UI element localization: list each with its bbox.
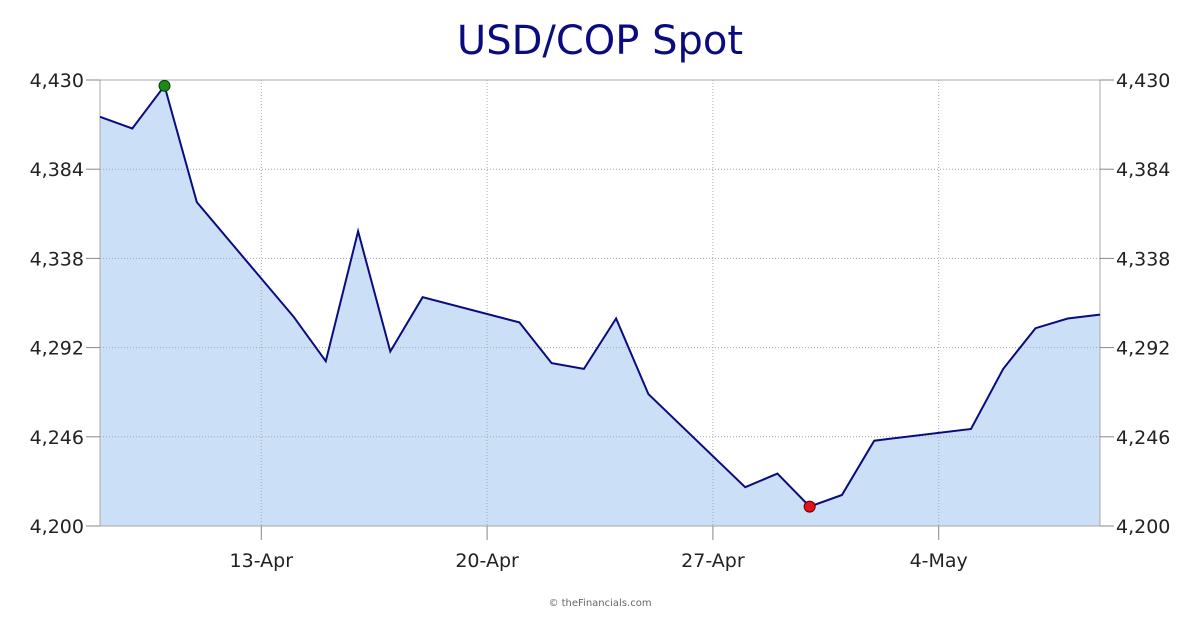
y-tick-label-left: 4,384 — [30, 159, 84, 181]
y-tick-label-right: 4,430 — [1116, 70, 1170, 92]
y-tick-label-left: 4,292 — [30, 338, 84, 360]
x-tick-label: 20-Apr — [455, 550, 519, 572]
x-tick-label: 13-Apr — [230, 550, 294, 572]
y-tick-label-left: 4,430 — [30, 70, 84, 92]
y-tick-label-left: 4,338 — [30, 248, 84, 270]
y-tick-label-right: 4,292 — [1116, 338, 1170, 360]
y-tick-label-left: 4,246 — [30, 427, 84, 449]
max-point-marker — [158, 79, 171, 92]
y-tick-label-right: 4,200 — [1116, 516, 1170, 538]
y-tick-label-left: 4,200 — [30, 516, 84, 538]
y-tick-label-right: 4,246 — [1116, 427, 1170, 449]
x-tick-label: 27-Apr — [681, 550, 745, 572]
series-line — [99, 83, 1101, 508]
credit-text: © theFinancials.com — [548, 598, 652, 609]
chart-title: USD/COP Spot — [456, 18, 744, 64]
x-tick-label: 4-May — [910, 550, 968, 572]
y-tick-label-right: 4,384 — [1116, 159, 1170, 181]
y-tick-label-right: 4,338 — [1116, 248, 1170, 270]
plot-frame — [99, 79, 1101, 527]
min-point-marker — [803, 500, 816, 513]
series-area-fill — [100, 85, 1100, 527]
